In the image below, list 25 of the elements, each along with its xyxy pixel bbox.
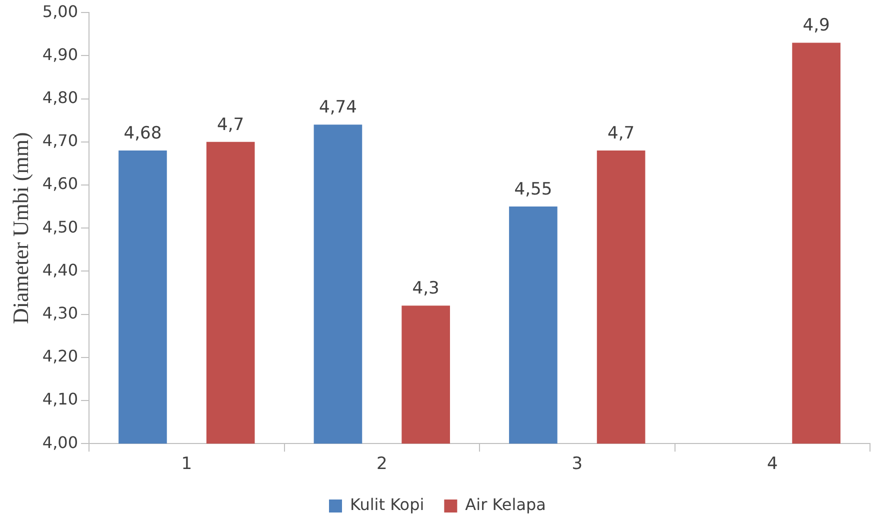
y-tick-label: 5,00 [42,2,78,21]
y-tick-label: 4,20 [42,346,78,366]
data-label: 4,7 [608,123,635,144]
x-tick-label: 2 [376,454,388,474]
y-axis-title: Diameter Umbi (mm) [8,132,33,324]
y-tick-label: 4,30 [42,303,78,322]
y-tick-label: 4,90 [42,44,78,64]
data-label: 4,74 [319,98,357,118]
y-tick-label: 4,60 [42,174,78,194]
x-tick-label: 3 [572,454,583,474]
data-label: 4,3 [412,278,440,299]
legend-label: Kulit Kopi [350,495,424,514]
y-tick-label: 4,80 [42,88,78,107]
y-tick-label: 4,00 [42,432,78,452]
x-tick-label: 4 [766,454,778,474]
y-tick-label: 4,50 [42,217,78,236]
data-label: 4,55 [514,179,552,200]
y-tick-label: 4,10 [42,390,78,409]
legend-label: Air Kelapa [465,495,546,514]
data-label: 4,9 [802,16,830,36]
y-tick-label: 4,70 [42,131,78,150]
x-tick-label: 1 [181,454,192,474]
data-label: 4,68 [124,123,162,144]
y-tick-label: 4,40 [42,260,78,280]
data-label: 4,7 [217,114,244,135]
